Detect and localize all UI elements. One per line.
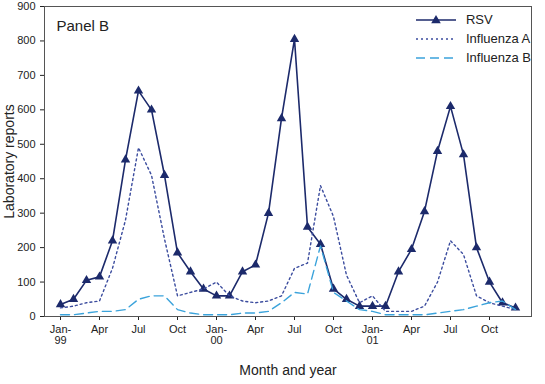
svg-text:800: 800 — [17, 34, 35, 46]
svg-text:Laboratory reports: Laboratory reports — [1, 104, 17, 218]
svg-text:Jan-01: Jan-01 — [362, 323, 384, 346]
svg-text:Apr: Apr — [403, 323, 420, 335]
svg-text:0: 0 — [29, 310, 35, 322]
svg-text:Jan-00: Jan-00 — [206, 323, 228, 346]
svg-text:Oct: Oct — [169, 323, 186, 335]
html-text:Influenza A: Influenza A — [466, 31, 531, 46]
svg-text:Panel B: Panel B — [57, 17, 110, 34]
svg-text:Apr: Apr — [247, 323, 264, 335]
svg-text:900: 900 — [17, 0, 35, 12]
svg-text:600: 600 — [17, 103, 35, 115]
html-text:Influenza B: Influenza B — [466, 50, 531, 65]
svg-text:100: 100 — [17, 276, 35, 288]
svg-text:Jan-99: Jan-99 — [50, 323, 72, 346]
svg-text:Oct: Oct — [481, 323, 498, 335]
svg-text:700: 700 — [17, 69, 35, 81]
svg-text:Jul: Jul — [443, 323, 457, 335]
html-text:RSV: RSV — [466, 12, 493, 27]
svg-text:500: 500 — [17, 138, 35, 150]
svg-text:Jul: Jul — [287, 323, 301, 335]
svg-text:300: 300 — [17, 207, 35, 219]
svg-text:200: 200 — [17, 241, 35, 253]
svg-text:Month and year: Month and year — [239, 362, 337, 378]
svg-text:Apr: Apr — [91, 323, 108, 335]
svg-text:Oct: Oct — [325, 323, 342, 335]
svg-text:400: 400 — [17, 172, 35, 184]
svg-text:Jul: Jul — [131, 323, 145, 335]
